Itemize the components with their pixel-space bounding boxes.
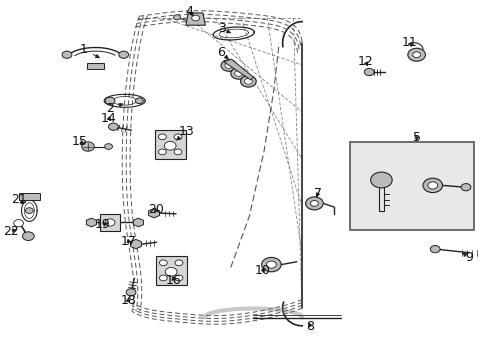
Circle shape (25, 208, 33, 213)
Circle shape (310, 201, 318, 206)
Circle shape (158, 134, 166, 140)
Circle shape (427, 182, 437, 189)
Text: 2: 2 (106, 102, 122, 115)
Text: 6: 6 (217, 46, 228, 59)
Circle shape (175, 260, 183, 266)
Circle shape (364, 68, 373, 76)
Circle shape (422, 178, 442, 193)
Circle shape (174, 149, 182, 155)
Bar (349, 142, 473, 230)
Circle shape (230, 68, 246, 79)
Text: 21: 21 (11, 193, 26, 206)
Polygon shape (133, 218, 143, 227)
Text: 9: 9 (462, 251, 472, 264)
Circle shape (266, 261, 276, 268)
Text: 12: 12 (357, 55, 373, 68)
Circle shape (221, 60, 236, 71)
Polygon shape (130, 239, 141, 249)
Circle shape (175, 275, 183, 281)
Circle shape (165, 267, 177, 276)
Bar (155, 256, 186, 285)
Text: 14: 14 (101, 112, 116, 125)
Bar (154, 130, 185, 159)
Circle shape (159, 260, 167, 266)
Circle shape (460, 184, 470, 191)
Circle shape (104, 144, 112, 149)
Circle shape (191, 15, 199, 21)
Polygon shape (185, 13, 205, 25)
Circle shape (234, 71, 242, 76)
Circle shape (174, 134, 182, 140)
Polygon shape (86, 218, 96, 227)
Circle shape (81, 142, 94, 151)
Circle shape (173, 15, 180, 20)
Text: 15: 15 (71, 135, 87, 148)
Circle shape (224, 63, 232, 68)
Text: 5: 5 (412, 131, 420, 144)
Circle shape (429, 246, 439, 253)
Bar (19, 193, 40, 200)
Circle shape (105, 219, 115, 226)
Circle shape (105, 97, 115, 104)
Circle shape (119, 51, 128, 58)
Polygon shape (148, 208, 159, 218)
Circle shape (370, 172, 391, 188)
Circle shape (14, 220, 23, 227)
Circle shape (164, 141, 176, 150)
Text: 4: 4 (185, 5, 193, 18)
Circle shape (412, 52, 420, 58)
Text: 3: 3 (217, 22, 230, 35)
Circle shape (244, 78, 252, 84)
Text: 13: 13 (176, 125, 194, 140)
Circle shape (22, 232, 34, 240)
Text: 11: 11 (401, 36, 417, 49)
Text: 19: 19 (95, 219, 110, 231)
Circle shape (159, 275, 167, 281)
Text: 17: 17 (120, 235, 136, 248)
Text: 20: 20 (148, 203, 164, 216)
Text: 18: 18 (120, 294, 136, 307)
Circle shape (158, 149, 166, 155)
Circle shape (240, 76, 256, 87)
Bar (86, 63, 104, 69)
Polygon shape (224, 59, 253, 80)
Bar (100, 214, 120, 231)
Text: 8: 8 (306, 320, 314, 333)
Text: 22: 22 (3, 225, 19, 238)
Circle shape (126, 289, 136, 296)
Text: 1: 1 (80, 43, 99, 58)
Text: 16: 16 (165, 274, 181, 287)
Circle shape (305, 197, 323, 210)
Circle shape (108, 123, 118, 130)
Circle shape (261, 257, 281, 272)
Circle shape (135, 98, 143, 104)
Circle shape (62, 51, 72, 58)
Text: 7: 7 (313, 187, 321, 200)
Circle shape (407, 48, 425, 61)
Text: 10: 10 (255, 264, 270, 277)
